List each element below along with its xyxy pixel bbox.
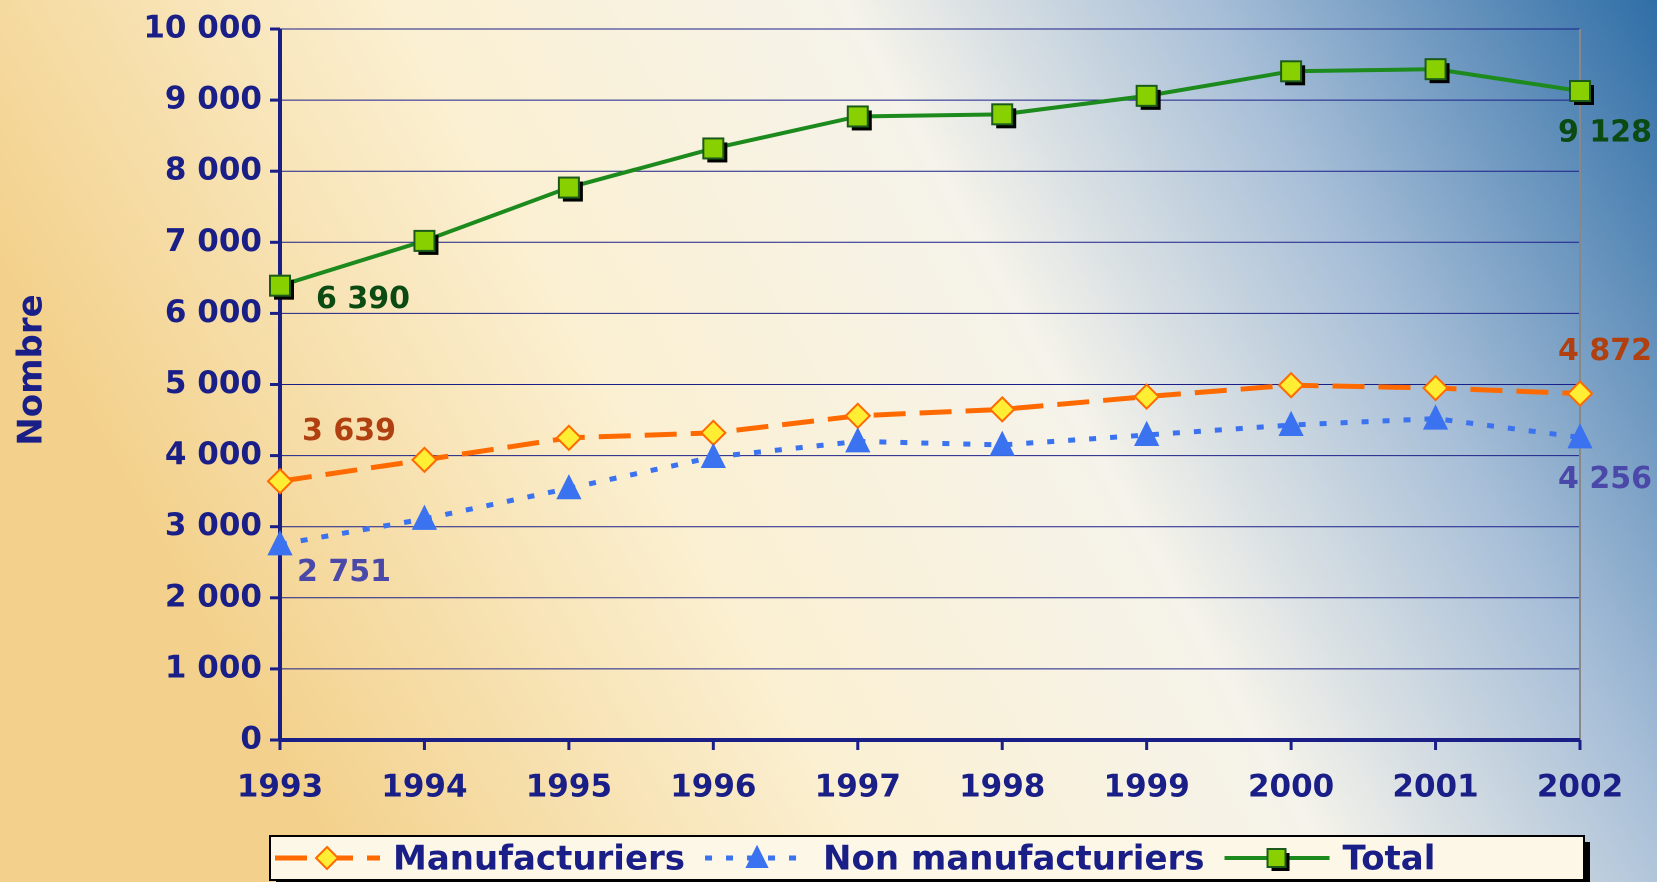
series-line [279, 382, 1581, 484]
y-tick-label: 4 000 [165, 436, 262, 472]
marker [1135, 84, 1158, 107]
x-tick-label: 2001 [1392, 769, 1478, 805]
marker [846, 105, 869, 128]
marker [1424, 58, 1447, 81]
marker [1278, 410, 1304, 437]
marker [1569, 79, 1591, 102]
y-tick-label: 6 000 [165, 294, 262, 330]
marker [555, 424, 583, 452]
y-axis-title: Nombre [11, 294, 51, 445]
x-tick-label: 1993 [237, 769, 323, 805]
marker [1133, 383, 1161, 411]
marker [411, 446, 438, 474]
data-label: 6 390 [316, 281, 410, 316]
y-tick-label: 9 000 [165, 81, 262, 117]
x-tick-label: 1999 [1104, 769, 1190, 805]
marker [556, 474, 582, 500]
x-tick-label: 1998 [959, 769, 1045, 805]
marker [1277, 371, 1305, 399]
marker [269, 274, 291, 297]
legend-marker [1266, 848, 1287, 868]
x-tick-label: 1994 [381, 769, 467, 805]
y-tick-label: 8 000 [165, 152, 262, 188]
marker [267, 530, 293, 556]
legend-label: Manufacturiers [393, 839, 685, 879]
data-label: 3 639 [302, 413, 396, 448]
legend-marker [314, 845, 340, 871]
legend-label: Total [1343, 839, 1436, 879]
y-tick-label: 7 000 [165, 223, 262, 259]
marker [700, 442, 726, 469]
marker [1567, 423, 1593, 449]
legend-marker [745, 844, 769, 868]
x-tick-label: 2000 [1248, 769, 1334, 805]
x-tick-label: 1997 [815, 769, 901, 805]
series-line [279, 416, 1581, 547]
y-tick-label: 2 000 [165, 578, 262, 614]
marker [1422, 404, 1449, 430]
y-tick-label: 1 000 [165, 649, 262, 685]
marker [411, 504, 438, 530]
marker [991, 103, 1014, 126]
marker [413, 229, 436, 252]
legend-box [269, 835, 1585, 881]
marker [1566, 380, 1594, 408]
x-tick-label: 2002 [1537, 769, 1623, 805]
data-label: 9 128 [1558, 114, 1652, 149]
marker [557, 176, 580, 199]
marker [702, 137, 725, 160]
y-tick-label: 0 [240, 721, 262, 757]
series-line [279, 67, 1581, 288]
data-label: 4 256 [1558, 461, 1652, 496]
marker [1422, 374, 1449, 402]
data-label: 4 872 [1558, 333, 1652, 368]
y-tick-label: 5 000 [165, 365, 262, 401]
marker [1280, 60, 1303, 83]
marker [988, 395, 1016, 423]
x-tick-label: 1996 [670, 769, 756, 805]
marker [989, 430, 1015, 456]
y-tick-label: 3 000 [165, 507, 262, 543]
marker [1134, 420, 1160, 446]
x-tick-label: 1995 [526, 769, 612, 805]
marker [845, 427, 871, 453]
data-label: 2 751 [297, 554, 391, 589]
legend-label: Non manufacturiers [823, 839, 1204, 879]
marker [266, 467, 294, 495]
y-tick-label: 10 000 [143, 10, 262, 46]
